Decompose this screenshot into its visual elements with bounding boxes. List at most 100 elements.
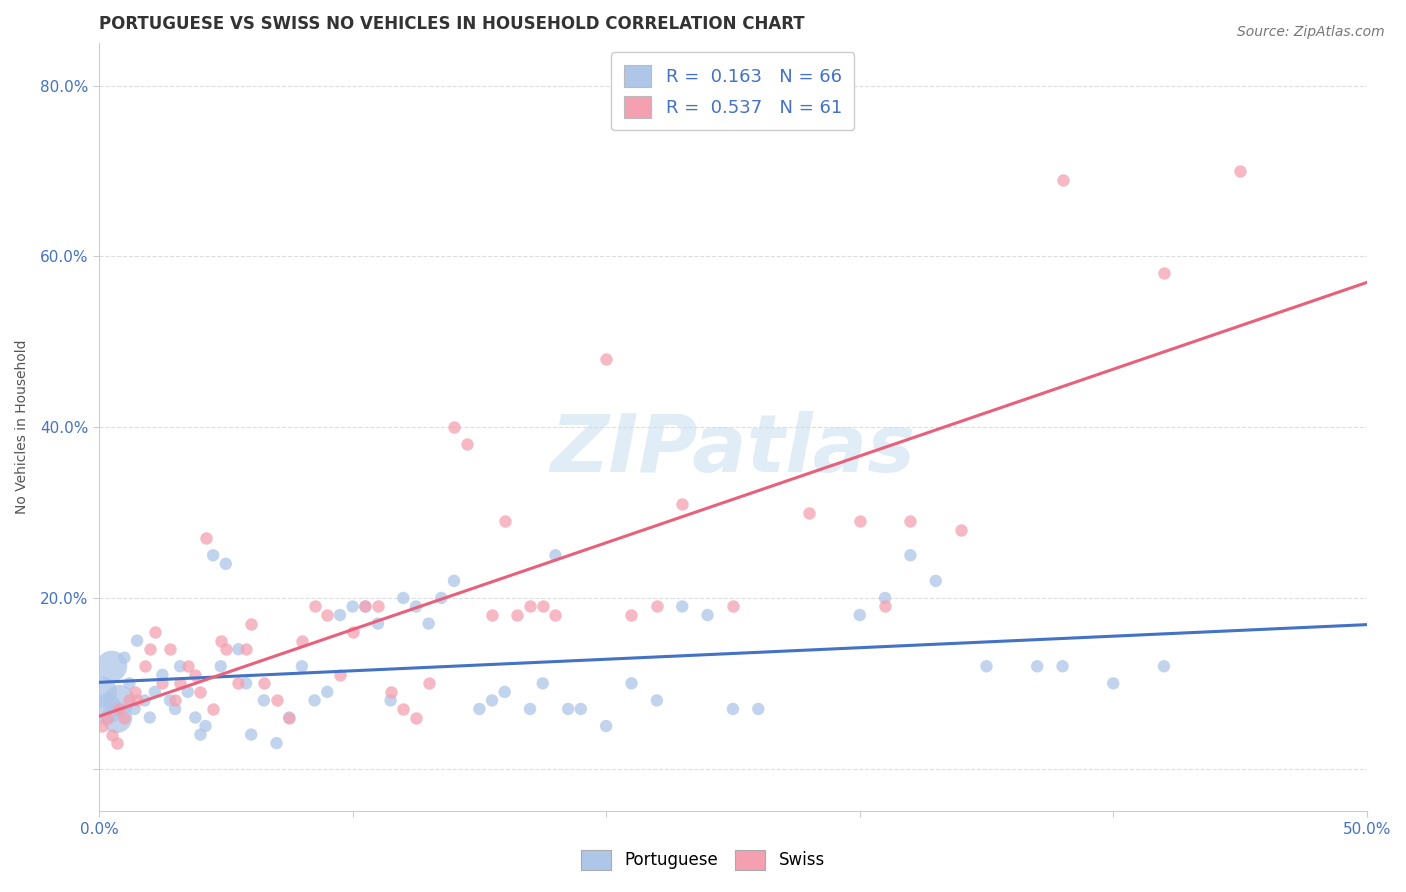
Point xyxy=(392,591,415,605)
Point xyxy=(228,676,250,690)
Point xyxy=(209,659,232,673)
Point xyxy=(202,702,225,716)
Point xyxy=(569,702,592,716)
Point xyxy=(253,693,276,707)
Point xyxy=(316,685,339,699)
Point xyxy=(143,625,166,640)
Point xyxy=(112,710,135,724)
Point xyxy=(159,693,181,707)
Point xyxy=(165,693,187,707)
Point xyxy=(468,702,491,716)
Point xyxy=(367,616,389,631)
Point xyxy=(209,633,232,648)
Point xyxy=(1229,164,1251,178)
Point xyxy=(202,548,225,562)
Text: PORTUGUESE VS SWISS NO VEHICLES IN HOUSEHOLD CORRELATION CHART: PORTUGUESE VS SWISS NO VEHICLES IN HOUSE… xyxy=(98,15,804,33)
Point xyxy=(494,514,516,528)
Point xyxy=(124,702,146,716)
Point xyxy=(152,668,174,682)
Point xyxy=(177,659,200,673)
Point xyxy=(118,676,141,690)
Point xyxy=(342,625,364,640)
Point xyxy=(134,693,156,707)
Point xyxy=(108,702,131,716)
Point xyxy=(169,676,191,690)
Point xyxy=(519,702,541,716)
Point xyxy=(531,676,554,690)
Point xyxy=(184,710,207,724)
Point xyxy=(481,608,503,623)
Point xyxy=(696,608,718,623)
Point xyxy=(304,599,326,614)
Point xyxy=(392,702,415,716)
Point xyxy=(169,659,191,673)
Point xyxy=(380,685,402,699)
Point xyxy=(118,693,141,707)
Point xyxy=(519,599,541,614)
Point xyxy=(291,633,314,648)
Point xyxy=(105,710,128,724)
Point xyxy=(900,548,922,562)
Point xyxy=(544,608,567,623)
Point xyxy=(481,693,503,707)
Point xyxy=(506,608,529,623)
Point xyxy=(848,514,870,528)
Point xyxy=(1052,659,1074,673)
Text: ZIPatlas: ZIPatlas xyxy=(550,411,915,489)
Point xyxy=(291,659,314,673)
Point xyxy=(645,599,668,614)
Point xyxy=(125,633,148,648)
Point xyxy=(405,599,427,614)
Point xyxy=(900,514,922,528)
Point xyxy=(228,642,250,657)
Point xyxy=(976,659,998,673)
Point xyxy=(134,659,156,673)
Point xyxy=(108,693,131,707)
Text: Source: ZipAtlas.com: Source: ZipAtlas.com xyxy=(1237,25,1385,39)
Point xyxy=(354,599,377,614)
Point xyxy=(1102,676,1125,690)
Point xyxy=(235,642,257,657)
Point xyxy=(100,659,122,673)
Point xyxy=(557,702,579,716)
Point xyxy=(152,676,174,690)
Point xyxy=(721,702,744,716)
Point xyxy=(494,685,516,699)
Point xyxy=(721,599,744,614)
Point xyxy=(139,642,162,657)
Point xyxy=(645,693,668,707)
Point xyxy=(329,668,352,682)
Point xyxy=(620,608,643,623)
Point xyxy=(253,676,276,690)
Point xyxy=(671,497,693,511)
Point xyxy=(100,728,122,742)
Point xyxy=(380,693,402,707)
Point xyxy=(215,557,238,571)
Point xyxy=(159,642,181,657)
Point xyxy=(1153,267,1175,281)
Point xyxy=(747,702,769,716)
Point xyxy=(139,710,162,724)
Point xyxy=(405,710,427,724)
Point xyxy=(595,351,617,366)
Point xyxy=(367,599,389,614)
Point xyxy=(620,676,643,690)
Point xyxy=(125,693,148,707)
Point xyxy=(124,685,146,699)
Point xyxy=(184,668,207,682)
Point xyxy=(418,616,440,631)
Point xyxy=(240,616,263,631)
Point xyxy=(96,710,118,724)
Point xyxy=(671,599,693,614)
Point xyxy=(215,642,238,657)
Point xyxy=(430,591,453,605)
Point xyxy=(266,693,288,707)
Point xyxy=(105,736,128,750)
Point xyxy=(90,685,112,699)
Point xyxy=(873,599,896,614)
Point xyxy=(235,676,257,690)
Point xyxy=(278,710,301,724)
Point xyxy=(531,599,554,614)
Point xyxy=(240,728,263,742)
Legend: Portuguese, Swiss: Portuguese, Swiss xyxy=(575,843,831,877)
